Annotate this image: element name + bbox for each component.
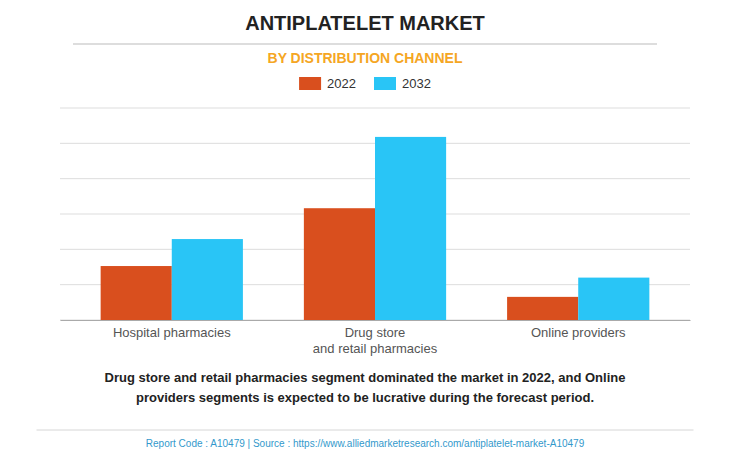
grid <box>60 108 690 320</box>
series <box>101 208 579 320</box>
legend-item: 2022 <box>299 76 356 91</box>
x-tick-label: Hospital pharmacies <box>113 325 231 340</box>
x-tick-label: Drug storeand retail pharmacies <box>313 325 438 356</box>
x-tick-label: Online providers <box>531 325 626 340</box>
bar <box>375 137 446 320</box>
title: ANTIPLATELET MARKET <box>245 12 485 34</box>
legend-item: 2032 <box>374 76 431 91</box>
legend-label: 2032 <box>402 76 431 91</box>
chart: ANTIPLATELET MARKET BY DISTRIBUTION CHANN… <box>0 0 730 473</box>
x-tick: Hospital pharmacies <box>113 320 231 340</box>
bar <box>101 266 172 320</box>
title-rule <box>73 44 657 45</box>
x-tick: Online providers <box>531 320 626 340</box>
legend-swatch <box>374 77 396 90</box>
subtitle: BY DISTRIBUTION CHANNEL <box>268 50 463 66</box>
footer-rule <box>37 430 694 431</box>
bars <box>101 137 650 320</box>
plot: Hospital pharmacies Drug storeand retail … <box>60 108 691 356</box>
legend: 2022 2032 <box>299 76 431 91</box>
legend-label: 2022 <box>327 76 356 91</box>
bar <box>507 297 578 320</box>
bar <box>578 278 649 320</box>
footer-text: Report Code : A10479 | Source : https://… <box>146 438 585 449</box>
bar <box>172 239 243 320</box>
series <box>172 137 650 320</box>
legend-swatch <box>299 77 321 90</box>
x-tick: Drug storeand retail pharmacies <box>313 320 438 356</box>
x-axis: Hospital pharmacies Drug storeand retail … <box>61 320 691 356</box>
body-text: Drug store and retail pharmacies segment… <box>105 370 626 405</box>
x-axis-line <box>61 320 691 321</box>
grid-line <box>60 108 690 109</box>
bar <box>304 208 375 320</box>
